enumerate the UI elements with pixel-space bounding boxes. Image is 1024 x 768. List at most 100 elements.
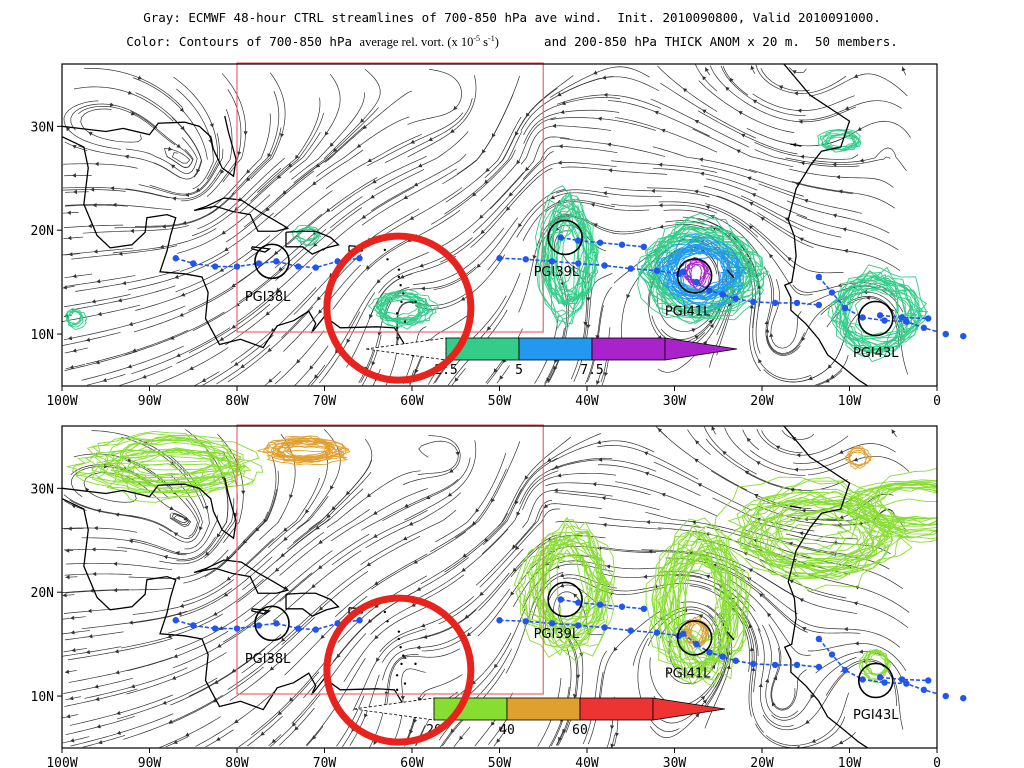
streamline xyxy=(276,488,364,562)
coastline xyxy=(789,143,802,147)
streamline-arrow xyxy=(318,539,323,544)
streamline xyxy=(303,612,382,699)
streamline xyxy=(308,364,326,386)
streamline-arrow xyxy=(461,567,466,572)
streamline xyxy=(770,647,807,711)
streamline-arrow xyxy=(575,674,581,679)
vort-contour xyxy=(822,129,860,150)
streamline-arrow xyxy=(759,593,764,598)
streamline-arrow xyxy=(496,738,501,743)
streamline-arrow xyxy=(315,525,320,530)
track-point xyxy=(522,618,529,625)
streamline-arrow xyxy=(553,488,558,493)
streamline-arrow xyxy=(169,335,175,340)
streamline xyxy=(168,579,264,634)
lat-label: 10N xyxy=(31,690,54,705)
track-point xyxy=(653,629,661,636)
streamline-arrow xyxy=(198,526,203,531)
streamline-arrow xyxy=(93,249,98,254)
streamline-arrow xyxy=(466,632,472,637)
track-point xyxy=(312,626,319,633)
streamline xyxy=(646,187,751,212)
lon-label: 10W xyxy=(838,394,862,409)
streamline-arrow xyxy=(315,163,321,168)
streamline xyxy=(652,146,757,174)
streamline-arrow xyxy=(237,151,242,156)
streamline-arrow xyxy=(280,133,285,138)
streamline-arrow xyxy=(95,696,100,702)
track-point xyxy=(732,295,739,302)
streamline-arrow xyxy=(417,163,423,168)
track-point xyxy=(640,605,648,613)
streamline-arrow xyxy=(113,561,118,567)
streamline-arrow xyxy=(85,337,91,342)
streamline-arrow xyxy=(839,449,844,454)
streamline-arrow xyxy=(603,92,608,98)
streamline xyxy=(216,344,271,385)
streamline-arrow xyxy=(231,668,237,673)
track-point xyxy=(172,617,179,624)
streamline xyxy=(202,334,274,386)
streamline-arrow xyxy=(586,324,591,329)
streamline-arrow xyxy=(159,244,165,249)
streamline xyxy=(62,589,129,594)
streamline-arrow xyxy=(453,105,458,111)
streamline xyxy=(757,628,794,727)
streamline-arrow xyxy=(419,263,424,268)
streamline-arrow xyxy=(117,298,123,303)
streamline-arrow xyxy=(775,445,781,450)
streamline xyxy=(731,219,813,296)
streamline-arrow xyxy=(825,378,830,383)
streamline-arrow xyxy=(491,133,496,138)
streamline xyxy=(550,545,656,554)
streamline-arrow xyxy=(91,299,96,304)
storm-circle xyxy=(676,620,713,656)
streamline-arrow xyxy=(792,70,797,75)
streamline-arrow xyxy=(765,678,770,683)
streamline-arrow xyxy=(376,657,380,663)
streamline-arrow xyxy=(449,468,454,473)
track-point xyxy=(273,620,280,627)
track-point xyxy=(841,666,849,674)
streamline xyxy=(250,112,324,202)
streamline-arrow xyxy=(682,88,688,93)
streamline-arrow xyxy=(278,266,283,272)
streamline-arrow xyxy=(758,358,763,364)
streamline-arrow xyxy=(128,620,133,625)
streamline-arrow xyxy=(842,227,847,232)
units-exp: -5 xyxy=(473,34,481,43)
streamline-arrow xyxy=(312,181,317,186)
streamline-arrow xyxy=(128,321,134,327)
streamline xyxy=(514,433,602,503)
track-point xyxy=(356,617,363,624)
streamline xyxy=(278,707,315,746)
lon-label: 50W xyxy=(488,756,512,768)
streamline-arrow xyxy=(409,215,415,220)
thick-contour xyxy=(739,500,877,566)
streamline-arrow xyxy=(512,567,518,573)
streamline xyxy=(585,286,612,384)
thick-contour xyxy=(530,542,594,625)
streamline-arrow xyxy=(836,174,841,180)
streamline-arrow xyxy=(373,740,378,745)
streamline-arrow xyxy=(748,623,753,629)
streamline-arrow xyxy=(459,735,464,741)
streamline xyxy=(796,214,899,251)
streamline-arrow xyxy=(597,116,602,121)
streamline xyxy=(361,168,457,226)
streamline xyxy=(120,613,223,649)
domain-box xyxy=(236,62,544,333)
track-point xyxy=(273,258,280,265)
streamline-arrow xyxy=(487,326,492,331)
track-point xyxy=(627,265,634,272)
streamline xyxy=(523,109,620,144)
streamline-arrow xyxy=(726,664,731,670)
streamline-arrow xyxy=(242,539,248,544)
streamline-arrow xyxy=(66,126,71,132)
streamline-arrow xyxy=(288,163,293,168)
streamline xyxy=(122,474,192,527)
track-point xyxy=(496,255,503,262)
streamline-arrow xyxy=(185,732,190,737)
streamline xyxy=(419,528,509,598)
streamline xyxy=(358,349,374,384)
